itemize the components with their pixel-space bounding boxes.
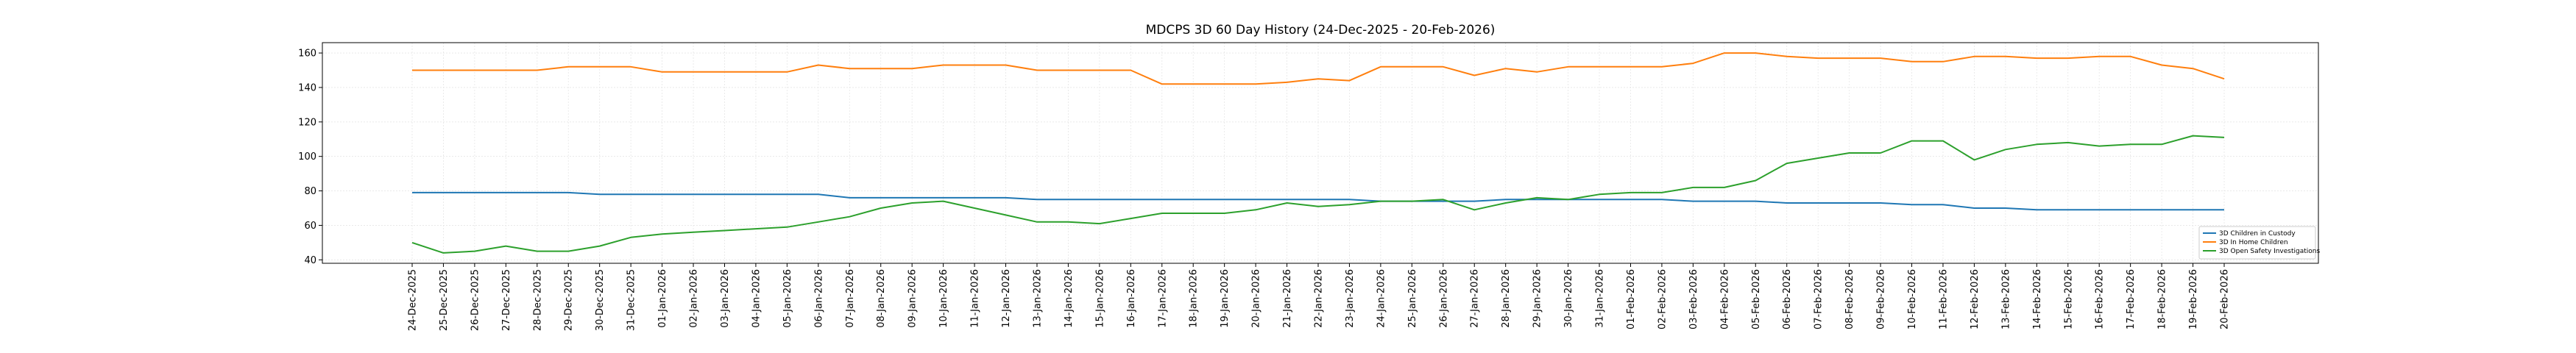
x-tick-label: 30-Dec-2025 <box>595 269 606 331</box>
series-lines <box>411 52 2225 254</box>
x-tick-label: 15-Feb-2026 <box>2063 269 2074 329</box>
x-tick-label: 16-Jan-2026 <box>1126 269 1137 328</box>
x-tick-label: 17-Feb-2026 <box>2126 269 2137 329</box>
y-axis: 40 60 80 100 120 140 160 <box>298 49 322 266</box>
x-tick-label: 11-Jan-2026 <box>970 269 981 328</box>
x-tick-label: 07-Feb-2026 <box>1814 269 1825 329</box>
x-tick-label: 29-Dec-2025 <box>564 269 575 331</box>
x-tick-label: 30-Jan-2026 <box>1563 269 1574 328</box>
y-tick-label: 100 <box>298 151 316 163</box>
y-tick-label: 80 <box>304 186 316 197</box>
legend-box <box>2198 226 2316 260</box>
x-tick-label: 24-Jan-2026 <box>1376 269 1387 328</box>
x-tick-label: 18-Feb-2026 <box>2157 269 2168 329</box>
x-tick-label: 08-Jan-2026 <box>876 269 887 328</box>
x-tick-label: 09-Feb-2026 <box>1876 269 1887 329</box>
y-tick-label: 60 <box>304 221 316 232</box>
x-tick-label: 31-Dec-2025 <box>626 269 637 331</box>
y-tick-label: 140 <box>298 82 316 93</box>
x-tick-label: 11-Feb-2026 <box>1938 269 1949 329</box>
x-tick-label: 23-Jan-2026 <box>1345 269 1356 328</box>
x-tick-label: 07-Jan-2026 <box>845 269 856 328</box>
x-tick-label: 19-Jan-2026 <box>1220 269 1231 328</box>
x-tick-label: 13-Jan-2026 <box>1032 269 1043 328</box>
x-tick-label: 08-Feb-2026 <box>1844 269 1855 329</box>
x-tick-label: 02-Jan-2026 <box>689 269 700 328</box>
x-tick-label: 27-Jan-2026 <box>1470 269 1481 328</box>
x-tick-label: 03-Jan-2026 <box>720 269 731 328</box>
x-tick-label: 10-Feb-2026 <box>1907 269 1918 329</box>
x-tick-label: 26-Jan-2026 <box>1438 269 1449 328</box>
x-tick-label: 13-Feb-2026 <box>2000 269 2011 329</box>
x-tick-label: 25-Jan-2026 <box>1407 269 1418 328</box>
x-tick-label: 31-Jan-2026 <box>1595 269 1606 328</box>
x-tick-label: 10-Jan-2026 <box>938 269 949 328</box>
series-line-1 <box>412 191 2224 211</box>
x-tick-label: 28-Dec-2025 <box>532 269 543 331</box>
x-tick-label: 26-Dec-2025 <box>470 269 481 331</box>
x-tick-label: 19-Feb-2026 <box>2188 269 2199 329</box>
x-tick-label: 04-Jan-2026 <box>751 269 762 328</box>
legend-label: 3D In Home Children <box>2219 239 2288 246</box>
x-tick-label: 22-Jan-2026 <box>1314 269 1325 328</box>
x-tick-label: 01-Feb-2026 <box>1626 269 1637 329</box>
y-tick-label: 40 <box>304 255 316 266</box>
x-tick-label: 27-Dec-2025 <box>501 269 512 331</box>
grid-lines <box>322 43 2318 263</box>
x-tick-label: 18-Jan-2026 <box>1189 269 1200 328</box>
series-line-3 <box>411 135 2225 254</box>
x-tick-label: 20-Jan-2026 <box>1251 269 1262 328</box>
x-tick-label: 05-Feb-2026 <box>1751 269 1762 329</box>
x-tick-label: 04-Feb-2026 <box>1719 269 1730 329</box>
x-tick-label: 06-Feb-2026 <box>1782 269 1793 329</box>
plot-area-frame <box>322 42 2319 264</box>
x-tick-label: 14-Jan-2026 <box>1064 269 1075 328</box>
x-tick-label: 02-Feb-2026 <box>1657 269 1668 329</box>
x-tick-label: 05-Jan-2026 <box>782 269 793 328</box>
x-tick-label: 16-Feb-2026 <box>2095 269 2106 329</box>
x-tick-label: 01-Jan-2026 <box>657 269 668 328</box>
legend-label: 3D Children in Custody <box>2219 230 2296 238</box>
y-tick-label: 160 <box>298 49 316 60</box>
x-tick-label: 20-Feb-2026 <box>2220 269 2231 329</box>
x-tick-label: 03-Feb-2026 <box>1688 269 1699 329</box>
x-tick-label: 21-Jan-2026 <box>1282 269 1293 328</box>
x-tick-label: 28-Jan-2026 <box>1501 269 1512 328</box>
x-axis: 24-Dec-2025 25-Dec-2025 26-Dec-2025 27-Dec-… <box>408 263 2231 331</box>
x-tick-label: 14-Feb-2026 <box>2032 269 2043 329</box>
x-tick-label: 17-Jan-2026 <box>1157 269 1168 328</box>
x-tick-label: 29-Jan-2026 <box>1532 269 1543 328</box>
x-tick-label: 12-Jan-2026 <box>1001 269 1012 328</box>
x-tick-label: 09-Jan-2026 <box>907 269 919 328</box>
x-tick-label: 25-Dec-2025 <box>439 269 450 331</box>
x-tick-label: 12-Feb-2026 <box>1970 269 1981 329</box>
chart-title: MDCPS 3D 60 Day History (24-Dec-2025 - 2… <box>1146 23 1496 38</box>
series-line-2 <box>412 52 2225 85</box>
y-tick-label: 120 <box>298 117 316 128</box>
x-tick-label: 24-Dec-2025 <box>408 269 419 331</box>
x-tick-label: 15-Jan-2026 <box>1094 269 1105 328</box>
x-tick-label: 06-Jan-2026 <box>813 269 824 328</box>
legend-label: 3D Open Safety Investigations <box>2219 248 2320 255</box>
